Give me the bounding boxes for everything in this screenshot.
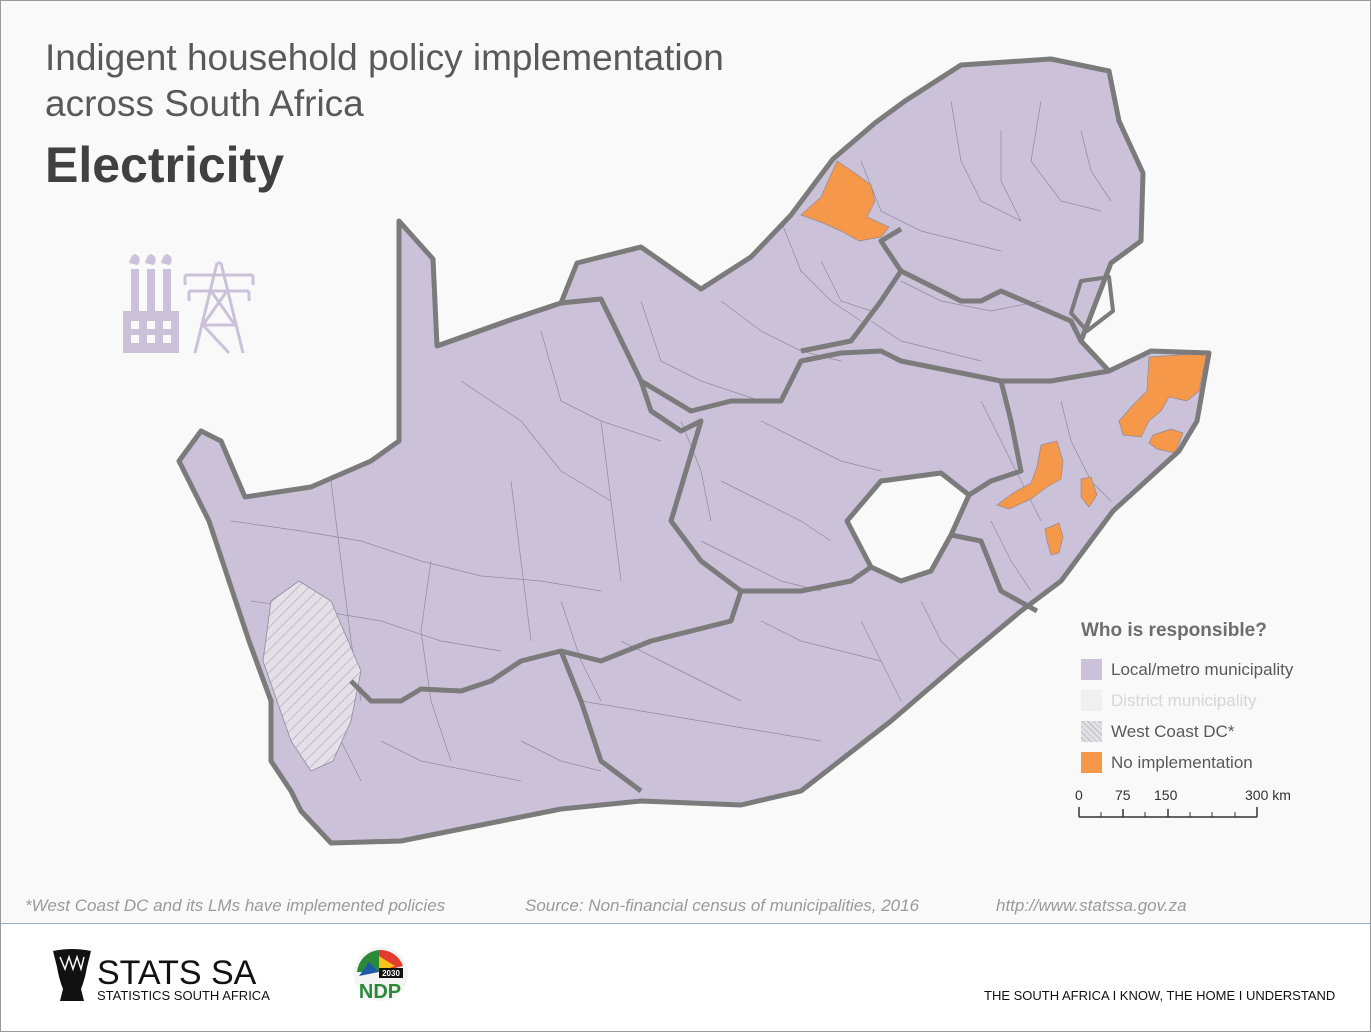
legend-label-no-implementation: No implementation	[1111, 752, 1253, 772]
legend-item-no-implementation: No implementation	[1081, 747, 1341, 778]
title-line-2: across South Africa	[45, 83, 364, 124]
scale-label-300: 300 km	[1245, 787, 1291, 803]
stats-sa-logo-text: STATS SA	[97, 954, 257, 992]
stats-sa-logo-subtext: STATISTICS SOUTH AFRICA	[97, 988, 270, 1003]
no-implementation-area-umzinyathi	[996, 440, 1064, 510]
footnote-url[interactable]: http://www.statssa.gov.za	[996, 896, 1187, 915]
power-pylon-icon	[183, 261, 255, 355]
footer-tagline: THE SOUTH AFRICA I KNOW, THE HOME I UNDE…	[984, 988, 1336, 1003]
legend-item-local: Local/metro municipality	[1081, 654, 1341, 685]
no-implementation-areas	[800, 160, 1208, 556]
scale-bar: 0 75 150 300 km	[1073, 787, 1313, 827]
lesotho-outline	[844, 470, 972, 584]
legend-swatch-local	[1081, 659, 1102, 680]
south-africa-outline	[176, 56, 1212, 846]
ndp-text: NDP	[359, 981, 401, 1003]
footnote-source: Source: Non-financial census of municipa…	[525, 896, 920, 915]
province-borders	[349, 226, 1110, 793]
legend-label-district: District municipality	[1111, 690, 1257, 710]
map-title: Indigent household policy implementation…	[45, 35, 724, 127]
legend-title: Who is responsible?	[1081, 620, 1267, 641]
no-implementation-area-limpopo	[800, 160, 890, 242]
legend-label-west-coast: West Coast DC*	[1111, 721, 1235, 741]
footer-bar	[1, 924, 1370, 1031]
no-implementation-area-umkhanyakude	[1118, 352, 1208, 438]
scale-label-150: 150	[1154, 787, 1178, 803]
legend-item-district: District municipality	[1081, 685, 1341, 716]
scale-bar-graphic	[1078, 807, 1258, 818]
no-implementation-area-umgungundlovu	[1044, 522, 1064, 556]
ndp-2030-logo: 2030 NDP	[354, 947, 408, 1003]
electricity-icons	[119, 245, 269, 357]
scale-label-0: 0	[1075, 787, 1083, 803]
legend-label-local: Local/metro municipality	[1111, 659, 1294, 679]
map-subtitle: Electricity	[45, 137, 285, 193]
stats-sa-logo-icon	[53, 949, 91, 1001]
legend-item-west-coast: West Coast DC*	[1081, 716, 1341, 747]
eswatini-outline	[1069, 275, 1115, 333]
scale-label-75: 75	[1115, 787, 1131, 803]
factory-icon	[123, 254, 179, 353]
footnote-west-coast: *West Coast DC and its LMs have implemen…	[25, 896, 446, 915]
legend-swatch-no-implementation	[1081, 752, 1102, 773]
footer-divider	[1, 923, 1370, 924]
legend-swatch-district	[1081, 690, 1102, 711]
west-coast-dc-region	[262, 580, 362, 772]
map-legend: Who is responsible? Local/metro municipa…	[1081, 620, 1341, 778]
legend-swatch-west-coast	[1081, 721, 1102, 742]
title-line-1: Indigent household policy implementation	[45, 37, 724, 78]
no-implementation-area-ilembe	[1080, 476, 1098, 508]
municipal-boundaries	[230, 100, 1112, 782]
ndp-year: 2030	[382, 969, 400, 978]
